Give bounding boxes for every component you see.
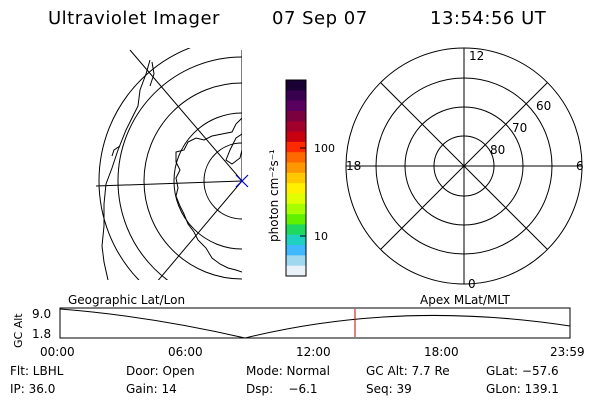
observation-date: 07 Sep 07 — [272, 8, 368, 29]
mode-status: Mode: Normal — [246, 364, 330, 378]
colorbar-segment — [286, 183, 306, 195]
door-status: Door: Open — [126, 364, 195, 378]
latitude-circle — [117, 56, 242, 280]
filter-status: Flt: LBHL — [10, 364, 64, 378]
colorbar-segment — [286, 131, 306, 143]
mlt-label-6: 6 — [576, 159, 584, 173]
mlat-label-60: 60 — [536, 99, 551, 113]
colorbar-segment — [286, 141, 306, 153]
coastline — [175, 117, 242, 273]
instrument-title: Ultraviolet Imager — [48, 8, 220, 29]
mlat-label-70: 70 — [512, 121, 527, 135]
observation-time: 13:54:56 UT — [430, 8, 547, 29]
latitude-circle — [203, 142, 242, 220]
latitude-circle — [143, 82, 242, 280]
y-tick-label-1: 1.8 — [32, 327, 51, 341]
coastline — [149, 61, 155, 87]
x-tick-label-2359: 23:59 — [550, 345, 585, 359]
y-axis-label: GC Alt — [12, 313, 25, 348]
colorbar-segment — [286, 172, 306, 184]
altitude-curve — [59, 308, 571, 339]
timeline-right-label: Apex MLat/MLT — [420, 293, 510, 307]
colorbar-unit-label: photon cm⁻²s⁻¹ — [267, 149, 281, 242]
gc-alt-status: GC Alt: 7.7 Re — [366, 364, 450, 378]
mlt-diagonal — [380, 82, 548, 250]
x-tick-label-0000: 00:00 — [40, 345, 75, 359]
colorbar-segment — [286, 214, 306, 226]
x-tick-label-0600: 06:00 — [168, 345, 203, 359]
meridian-line — [129, 49, 242, 182]
glat-status: GLat: −57.6 — [486, 364, 559, 378]
x-tick-label-1800: 18:00 — [424, 345, 459, 359]
mlt-label-0: 0 — [468, 277, 476, 291]
dsp-status: Dsp: −6.1 — [246, 382, 318, 396]
colorbar-segment — [286, 245, 306, 256]
meridian-line — [96, 180, 242, 187]
colorbar-segment — [286, 234, 306, 246]
colorbar-segment — [286, 255, 306, 267]
colorbar-segment — [286, 203, 306, 215]
x-tick-label-1200: 12:00 — [296, 345, 331, 359]
mlt-label-18: 18 — [346, 159, 361, 173]
coastline — [225, 133, 242, 165]
colorbar-tick-label-10: 10 — [314, 230, 328, 243]
colorbar-segment — [286, 193, 306, 205]
colorbar-segment — [286, 265, 306, 277]
gain-status: Gain: 14 — [126, 382, 177, 396]
y-tick-label-9: 9.0 — [32, 307, 51, 321]
latitude-circle — [173, 112, 242, 250]
colorbar-segment — [286, 100, 306, 112]
colorbar-tick-label-100: 100 — [314, 142, 335, 155]
ip-status: IP: 36.0 — [10, 382, 56, 396]
subsatellite-marker — [235, 174, 249, 188]
latitude-circle — [98, 48, 191, 280]
coastline — [111, 145, 121, 157]
colorbar-segment — [286, 121, 306, 133]
mlt-label-12: 12 — [469, 49, 484, 63]
polar-labels: 12 18 6 0 60 70 80 — [346, 49, 584, 291]
colorbar-segment — [286, 110, 306, 122]
glon-status: GLon: 139.1 — [486, 382, 559, 396]
colorbar-segment — [286, 162, 306, 174]
coastline — [101, 59, 151, 280]
colorbar-frame — [285, 79, 307, 277]
colorbar: 100 10 photon cm⁻²s⁻¹ — [267, 79, 335, 277]
geographic-map — [96, 48, 242, 280]
colorbar-segment — [286, 90, 306, 102]
polar-plot — [345, 47, 583, 285]
seq-status: Seq: 39 — [366, 382, 412, 396]
colorbar-segment — [286, 80, 306, 91]
timeline-plot: Geographic Lat/Lon Apex MLat/MLT 9.0 1.8… — [12, 293, 585, 359]
mlat-label-80: 80 — [490, 143, 505, 157]
timeline-frame — [59, 307, 571, 339]
colorbar-segment — [286, 224, 306, 236]
timeline-left-label: Geographic Lat/Lon — [68, 293, 185, 307]
colorbar-segment — [286, 152, 306, 164]
